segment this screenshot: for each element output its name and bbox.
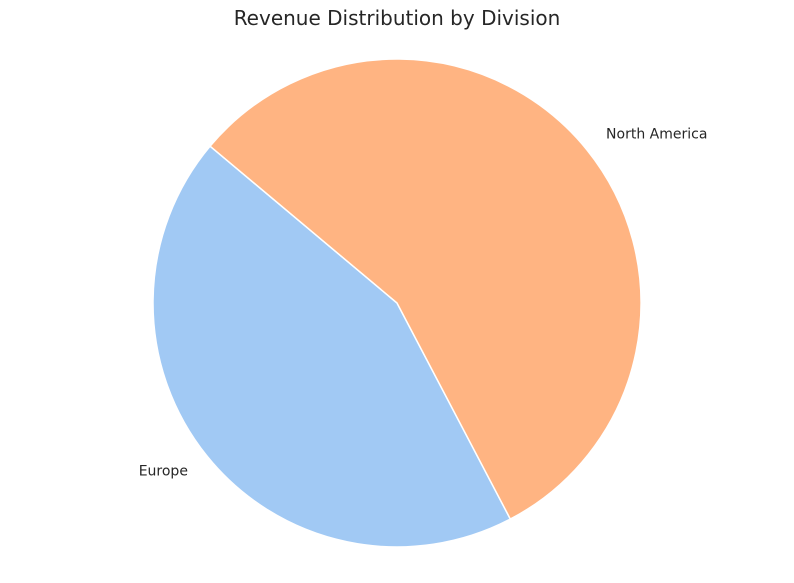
pie-slices [152,58,642,548]
pie-labels: Europe North America [139,127,708,480]
slice-label-north-america: North America [606,127,707,143]
pie-slice-europe [152,145,512,548]
slice-label-europe: Europe [139,463,188,479]
chart-title: Revenue Distribution by Division [233,6,561,30]
pie-slice-north-america [209,58,642,520]
